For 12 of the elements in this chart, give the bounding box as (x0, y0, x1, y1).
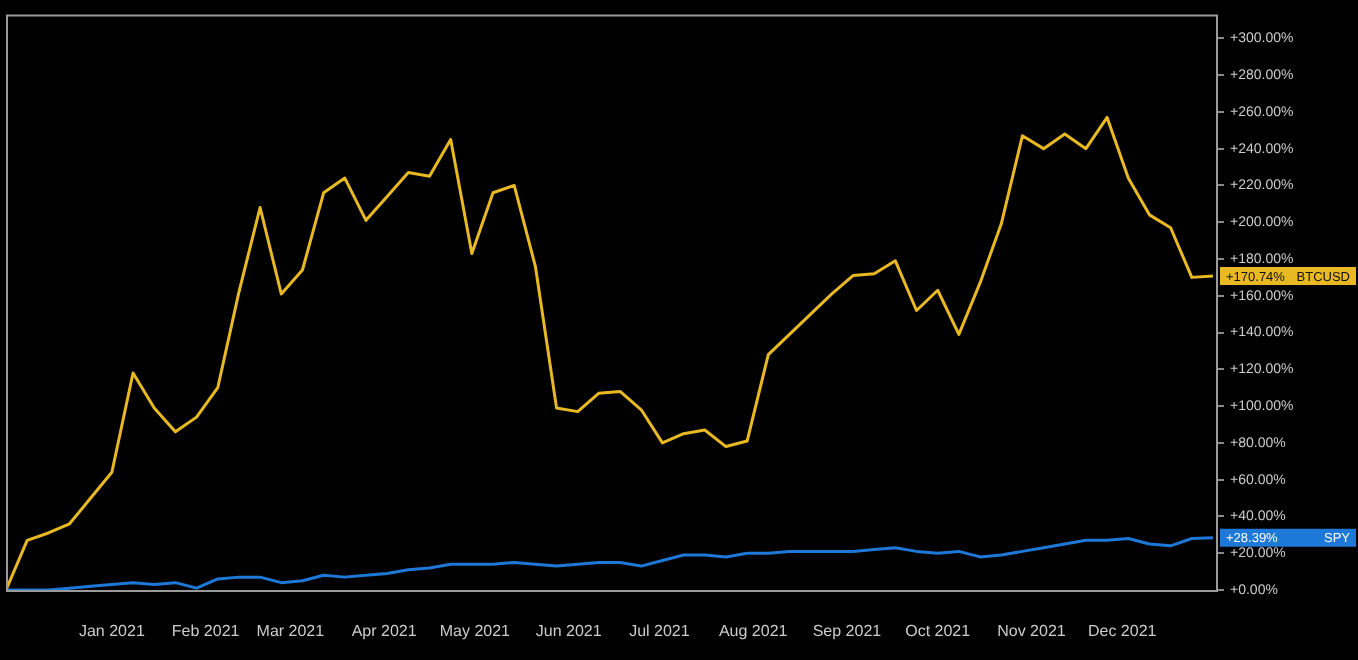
x-tick-label: Nov 2021 (997, 622, 1067, 641)
x-tick-label: Sep 2021 (812, 622, 883, 641)
x-tick-label: Jun 2021 (535, 622, 603, 641)
x-tick-label: Mar 2021 (256, 622, 326, 641)
x-tick-label: Dec 2021 (1087, 622, 1158, 641)
x-tick-label: Aug 2021 (718, 622, 789, 641)
x-tick-label: Jan 2021 (78, 622, 146, 641)
x-tick-label: May 2021 (439, 622, 512, 641)
x-tick-label: Oct 2021 (905, 622, 972, 641)
x-tick-label: Apr 2021 (351, 622, 418, 641)
x-tick-label: Feb 2021 (171, 622, 241, 641)
x-tick-label: Jul 2021 (629, 622, 691, 641)
